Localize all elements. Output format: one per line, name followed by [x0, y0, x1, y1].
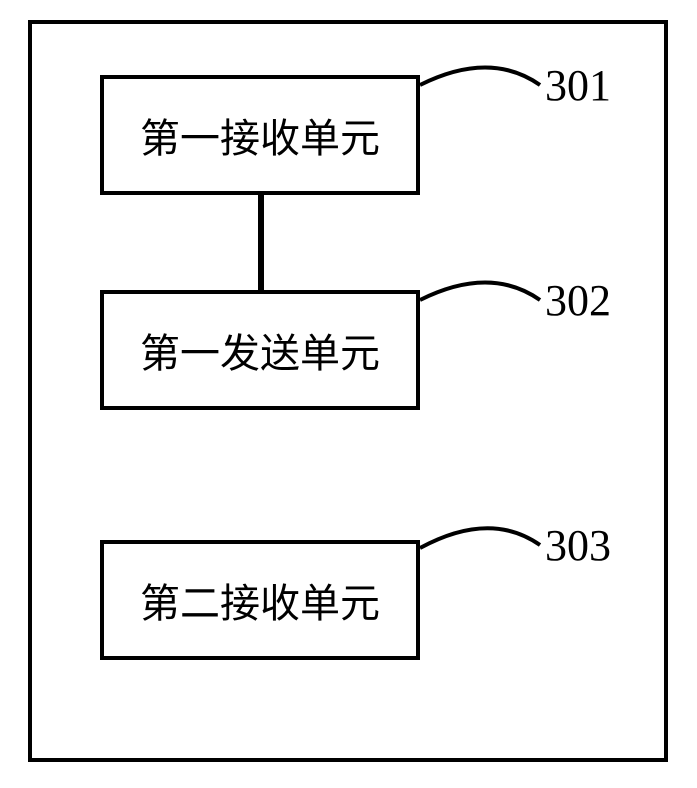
ref-label-303: 303: [545, 520, 611, 571]
leader-line-303: [0, 0, 697, 788]
ref-label-301: 301: [545, 60, 611, 111]
ref-label-302: 302: [545, 275, 611, 326]
